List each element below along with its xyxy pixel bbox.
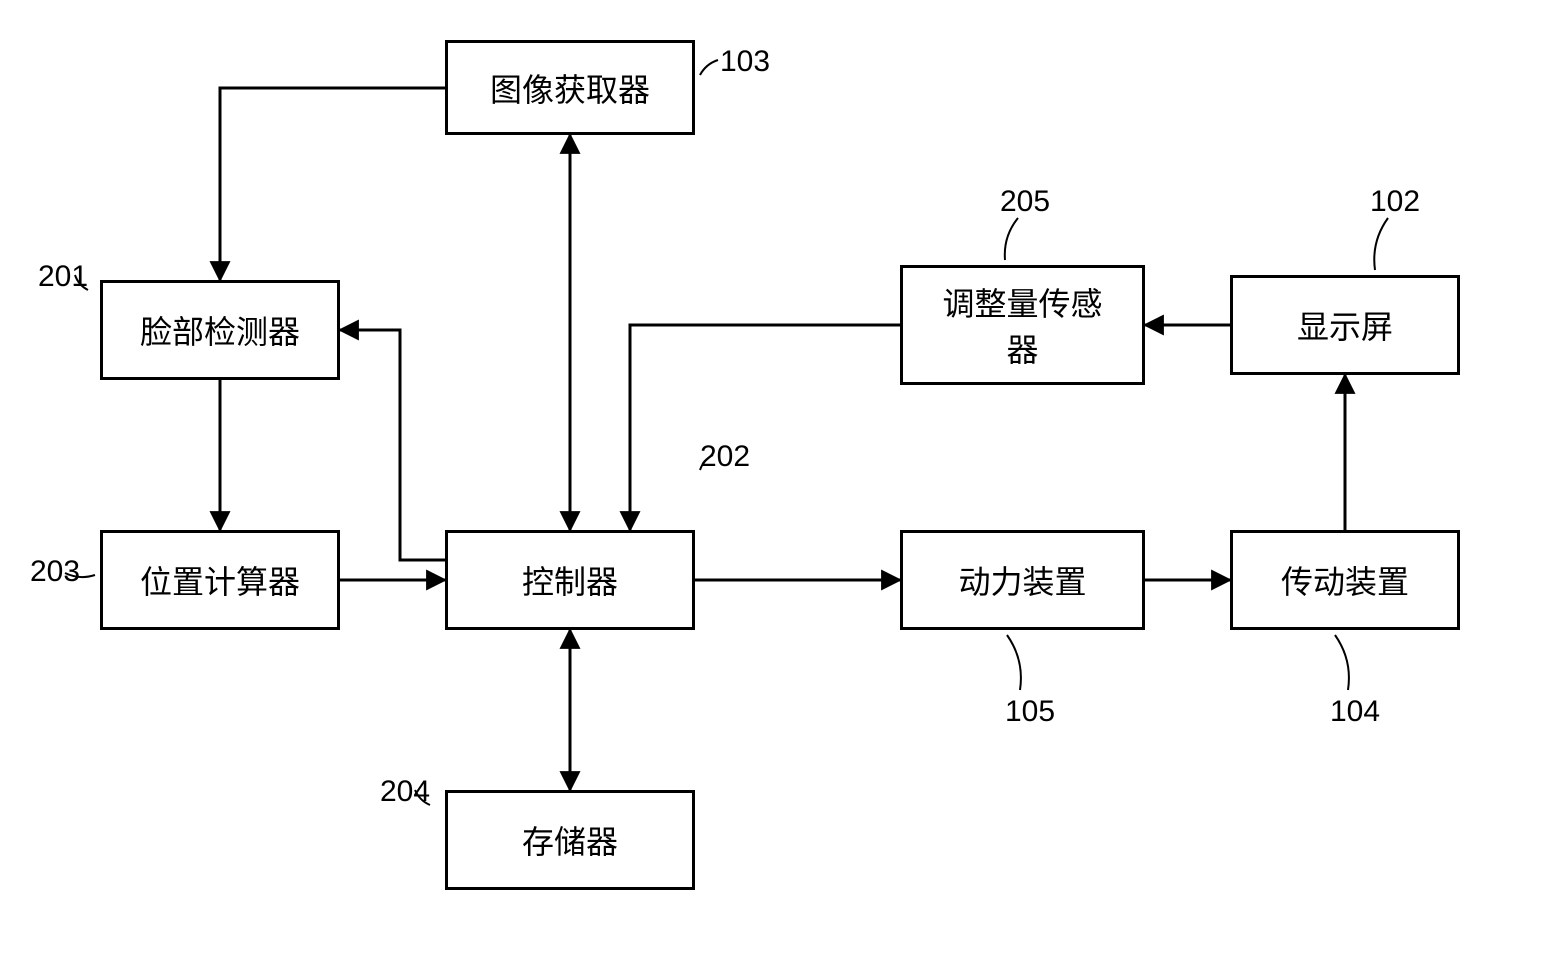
ref-label-104: 104 [1330,695,1380,729]
ref-leader-6 [1007,635,1021,690]
edge-n202-n201 [340,330,445,560]
ref-label-204: 204 [380,775,430,809]
ref-label-102: 102 [1370,185,1420,219]
node-label: 动力装置 [958,557,1086,603]
ref-leader-5 [1374,218,1388,270]
ref-leader-7 [1335,635,1349,690]
ref-label-105: 105 [1005,695,1055,729]
ref-label-201: 201 [38,260,88,294]
ref-label-202: 202 [700,440,750,474]
ref-leader-4 [1005,218,1018,260]
node-label: 调整量传感 器 [942,279,1102,371]
node-n204: 存储器 [445,790,695,890]
node-n203: 位置计算器 [100,530,340,630]
edge-n205-n202 [630,325,900,530]
ref-label-205: 205 [1000,185,1050,219]
node-n202: 控制器 [445,530,695,630]
node-n205: 调整量传感 器 [900,265,1145,385]
node-label: 位置计算器 [140,557,300,603]
node-n201: 脸部检测器 [100,280,340,380]
node-label: 脸部检测器 [140,307,300,353]
block-diagram: 图像获取器脸部检测器调整量传感 器显示屏位置计算器控制器动力装置传动装置存储器 … [0,0,1553,975]
ref-leader-0 [700,60,718,75]
edges-layer [0,0,1553,975]
edge-n103-n201 [220,88,445,280]
node-n104: 传动装置 [1230,530,1460,630]
ref-label-103: 103 [720,45,770,79]
node-label: 控制器 [522,557,618,603]
node-label: 图像获取器 [490,65,650,111]
node-label: 存储器 [522,817,618,863]
node-label: 传动装置 [1281,557,1409,603]
node-n105: 动力装置 [900,530,1145,630]
node-label: 显示屏 [1297,302,1393,348]
node-n103: 图像获取器 [445,40,695,135]
ref-label-203: 203 [30,555,80,589]
node-n102: 显示屏 [1230,275,1460,375]
